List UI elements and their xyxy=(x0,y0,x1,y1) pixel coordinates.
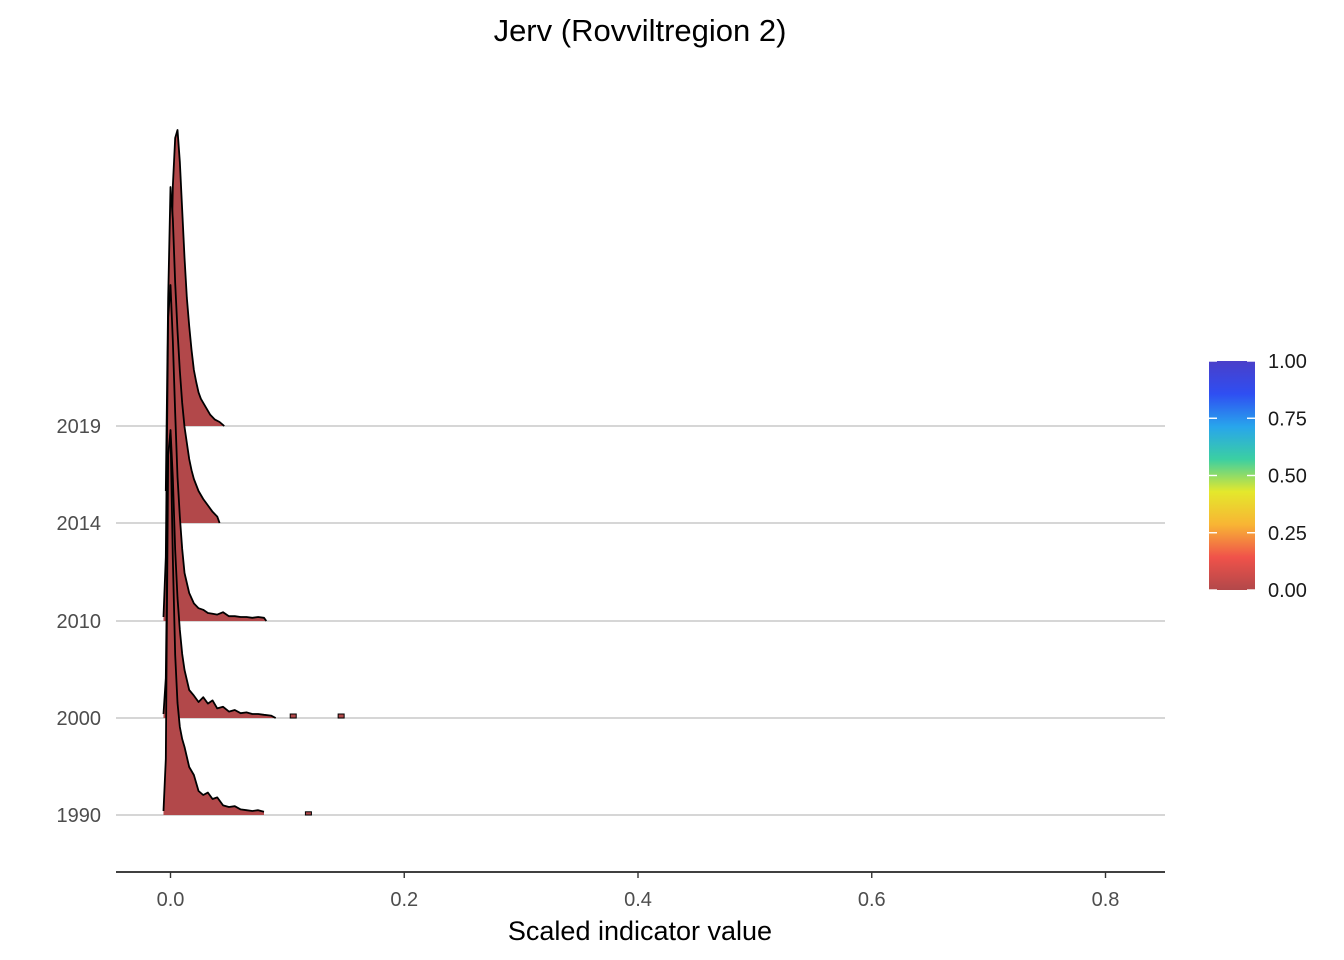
ridge-1990 xyxy=(162,430,312,816)
y-tick-label-2010: 2010 xyxy=(57,611,102,633)
color-legend: 0.00 0.25 0.50 0.75 1.00 xyxy=(1209,351,1307,602)
ridge-outlier-2000-1 xyxy=(337,713,345,719)
y-tick-label-2019: 2019 xyxy=(57,416,102,438)
ridge-outlier-1990-0 xyxy=(304,811,312,816)
x-axis-title: Scaled indicator value xyxy=(508,916,772,946)
y-tick-label-2014: 2014 xyxy=(57,513,102,535)
legend-label-4: 1.00 xyxy=(1268,351,1307,373)
ridge-outline-2014 xyxy=(164,186,221,524)
x-tick-label-4: 0.8 xyxy=(1092,889,1120,911)
ridge-2014 xyxy=(164,186,221,524)
ridge-area-2014 xyxy=(165,187,220,523)
legend-label-1: 0.25 xyxy=(1268,523,1307,545)
x-tick-label-3: 0.6 xyxy=(858,889,886,911)
y-tick-label-1990: 1990 xyxy=(57,805,102,827)
ridge-area-1990 xyxy=(163,431,264,815)
ridges xyxy=(162,129,345,816)
ridge-outline-2019 xyxy=(167,129,225,427)
x-tick-label-2: 0.4 xyxy=(624,889,652,911)
chart-title: Jerv (Rovviltregion 2) xyxy=(494,13,787,48)
ridge-2019 xyxy=(167,129,225,427)
ridge-outline-1990 xyxy=(162,430,265,813)
legend-label-2: 0.50 xyxy=(1268,466,1307,488)
ridge-outlier-2000-0 xyxy=(289,713,297,719)
grid-lines xyxy=(116,425,1165,816)
x-axis-ticks: 0.0 0.2 0.4 0.6 0.8 xyxy=(157,872,1120,911)
ridge-outline-2010 xyxy=(162,284,268,622)
legend-label-3: 0.75 xyxy=(1268,408,1307,430)
x-tick-label-0: 0.0 xyxy=(157,889,185,911)
ridge-outline-2000 xyxy=(162,429,277,719)
y-tick-label-2000: 2000 xyxy=(57,708,102,730)
y-axis-labels: 1990 2000 2010 2014 2019 xyxy=(57,416,102,827)
legend-label-0: 0.00 xyxy=(1268,580,1307,602)
ridge-area-2019 xyxy=(168,130,225,426)
x-tick-label-1: 0.2 xyxy=(390,889,418,911)
